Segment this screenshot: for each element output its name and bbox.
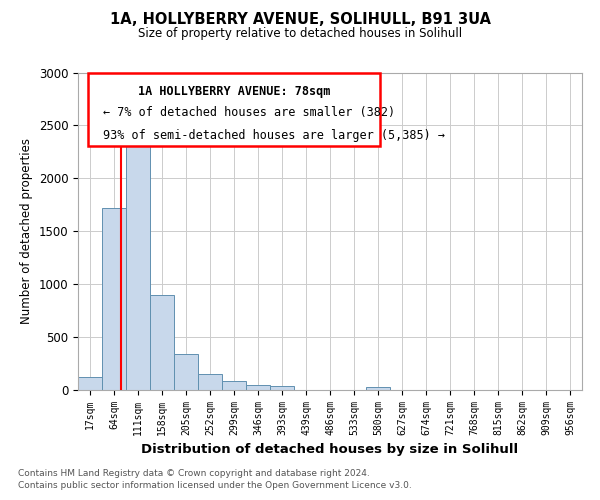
Y-axis label: Number of detached properties: Number of detached properties	[20, 138, 33, 324]
Text: 1A HOLLYBERRY AVENUE: 78sqm: 1A HOLLYBERRY AVENUE: 78sqm	[138, 85, 331, 98]
Bar	[270, 386, 294, 390]
FancyBboxPatch shape	[88, 72, 380, 146]
Text: 93% of semi-detached houses are larger (5,385) →: 93% of semi-detached houses are larger (…	[103, 129, 445, 142]
Text: Contains HM Land Registry data © Crown copyright and database right 2024.: Contains HM Land Registry data © Crown c…	[18, 468, 370, 477]
Text: Size of property relative to detached houses in Solihull: Size of property relative to detached ho…	[138, 28, 462, 40]
Bar	[222, 381, 246, 390]
Text: ← 7% of detached houses are smaller (382): ← 7% of detached houses are smaller (382…	[103, 106, 395, 119]
Bar	[78, 378, 102, 390]
Bar	[198, 374, 222, 390]
Bar	[174, 354, 198, 390]
Bar	[366, 387, 390, 390]
Text: Contains public sector information licensed under the Open Government Licence v3: Contains public sector information licen…	[18, 481, 412, 490]
Bar	[126, 138, 150, 390]
X-axis label: Distribution of detached houses by size in Solihull: Distribution of detached houses by size …	[142, 444, 518, 456]
Text: 1A, HOLLYBERRY AVENUE, SOLIHULL, B91 3UA: 1A, HOLLYBERRY AVENUE, SOLIHULL, B91 3UA	[110, 12, 491, 28]
Bar	[150, 294, 174, 390]
Bar	[246, 384, 270, 390]
Bar	[102, 208, 126, 390]
